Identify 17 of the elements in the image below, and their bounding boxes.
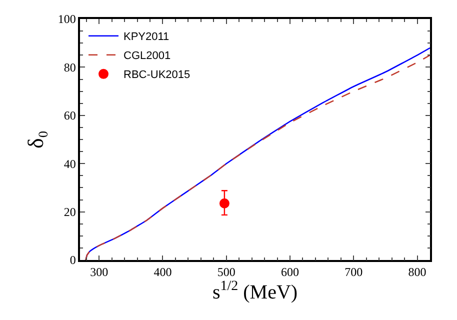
legend-label: CGL2001	[124, 50, 171, 62]
legend-label: KPY2011	[124, 31, 170, 44]
x-tick-label: 600	[281, 265, 299, 280]
legend-label: RBC-UK2015	[124, 69, 190, 82]
y-tick-label: 0	[70, 253, 76, 268]
x-tick-label: 300	[90, 265, 108, 280]
y-tick-label: 40	[64, 156, 76, 171]
y-tick-label: 60	[64, 108, 76, 123]
y-tick-label: 80	[64, 60, 76, 74]
x-tick-label: 800	[408, 265, 426, 280]
x-tick-label: 500	[217, 265, 236, 280]
y-tick-label: 100	[58, 12, 76, 26]
y-tick-label: 20	[64, 205, 76, 219]
x-tick-label: 700	[344, 265, 363, 280]
x-tick-label: 400	[154, 265, 172, 280]
y-axis-title: δ₀	[23, 130, 48, 149]
x-axis-title: s$^{1/2}$ (MeV)	[212, 279, 298, 304]
